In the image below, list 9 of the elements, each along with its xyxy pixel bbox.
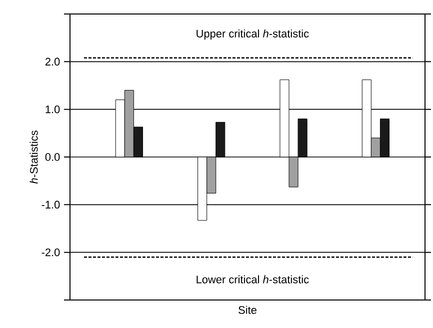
x-axis-title: Site — [238, 306, 256, 314]
y-axis-title: h-Statistics — [30, 130, 38, 184]
y-tick-label: 2.0 — [45, 58, 60, 66]
y-tick-label: -2.0 — [42, 248, 60, 256]
ref-line-label: Upper critical h-statistic — [196, 29, 309, 40]
y-tick-label: 1.0 — [46, 105, 60, 114]
ref-line-label: Lower critical h-statistic — [196, 275, 309, 284]
y-tick-label: 0.0 — [45, 153, 60, 161]
y-tick-label: -1.0 — [42, 200, 60, 209]
